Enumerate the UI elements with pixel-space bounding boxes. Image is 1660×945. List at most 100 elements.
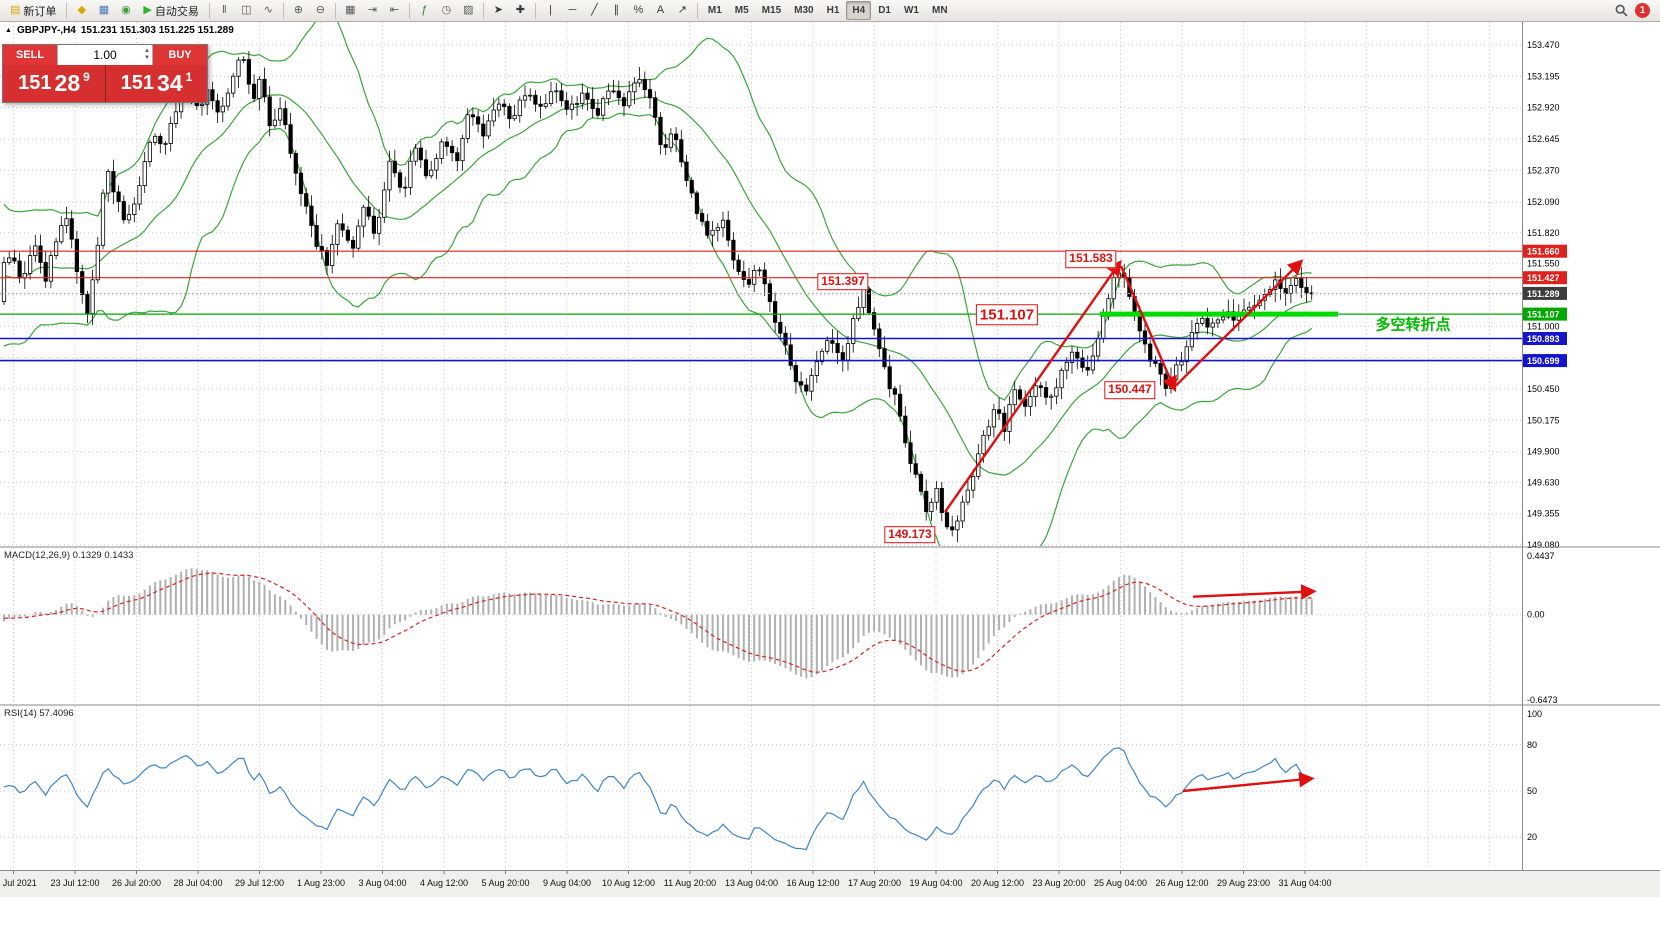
time-tick-label: 31 Aug 04:00 (1278, 878, 1331, 888)
zoom-in-icon[interactable]: ⊕ (288, 1, 309, 21)
macd-arrow (1192, 584, 1317, 600)
buy-button[interactable]: BUY (153, 45, 207, 65)
timeframe-m1[interactable]: M1 (707, 5, 722, 16)
horizontal-line-icon[interactable]: ─ (562, 1, 583, 21)
chart-window-icon[interactable]: ▦ (93, 1, 114, 21)
price-annotation-box[interactable]: 150.447 (1104, 381, 1156, 399)
panel-borders (0, 22, 1660, 871)
autotrading-glyph: ▶ (143, 4, 152, 16)
main-panel (1, 22, 1314, 546)
volume-input[interactable]: 1.00 ▲ ▼ (57, 45, 153, 65)
timeframe-h4[interactable]: H4 (846, 1, 872, 20)
macd-panel (3, 568, 1313, 679)
timeframe-m15[interactable]: M15 (761, 5, 782, 16)
time-tick-label: 10 Aug 12:00 (602, 878, 655, 888)
time-tick-label: 17 Aug 20:00 (848, 878, 901, 888)
price-annotation-box[interactable]: 151.107 (975, 304, 1039, 326)
price-marker-box (1523, 307, 1567, 321)
price-scale-markers: 151.660 151.427 151.289 151.107 150.893 150.6… (1523, 244, 1567, 368)
price-marker-label: 151.107 (1527, 310, 1560, 320)
toolbar-separator (282, 2, 284, 19)
chart-window-icon-glyph: ▦ (98, 4, 110, 16)
crosshair-icon[interactable]: ✚ (510, 1, 531, 21)
bar-chart-icon-glyph: ‖ (222, 4, 227, 16)
toolbar-separator (66, 2, 68, 19)
price-tick-label: 152.090 (1527, 197, 1560, 207)
macd-signal-line (3, 572, 1312, 673)
fibonacci-icon[interactable]: % (628, 1, 649, 21)
macd-tick-label: 0.00 (1527, 610, 1545, 620)
channel-icon-glyph: ∥ (613, 4, 620, 16)
time-tick-label: 22 Jul 2021 (0, 878, 37, 888)
indicators-icon[interactable]: ƒ (414, 1, 435, 21)
rsi-tick-label: 20 (1527, 832, 1537, 842)
zoom-out-icon[interactable]: ⊖ (310, 1, 331, 21)
timeframe-w1[interactable]: W1 (903, 5, 919, 16)
price-marker-label: 151.660 (1527, 247, 1560, 257)
autotrading-button[interactable]: ▶ 自动交易 (137, 1, 204, 21)
text-icon[interactable]: A (650, 1, 671, 21)
search-icon[interactable] (1611, 1, 1632, 21)
sell-price-prefix: 151 (18, 72, 52, 94)
timeframe-m30[interactable]: M30 (794, 5, 814, 16)
timeframe-h1[interactable]: H1 (826, 5, 840, 16)
tile-windows-icon[interactable]: ▦ (340, 1, 361, 21)
timeframe-mn[interactable]: MN (931, 5, 948, 16)
bollinger-upper (3, 22, 1312, 401)
notification-badge[interactable]: 1 (1635, 3, 1650, 18)
spinner-down-icon[interactable]: ▼ (144, 55, 150, 61)
line-chart-icon[interactable]: ∿ (258, 1, 279, 21)
price-annotation-box[interactable]: 149.173 (884, 525, 936, 544)
one-click-trading-panel: SELL 1.00 ▲ ▼ BUY 151 28 9 151 34 1 (2, 44, 208, 103)
volume-spinner[interactable]: ▲ ▼ (144, 45, 150, 65)
fibonacci-icon-glyph: % (633, 4, 644, 16)
candlestick-chart-icon[interactable]: ◫ (236, 1, 257, 21)
new-order-button[interactable]: ▤ 新订单 (4, 1, 62, 21)
macd-tick-label: 0.4437 (1527, 551, 1555, 561)
trend-arrow (1175, 259, 1304, 387)
time-tick-label: 26 Jul 20:00 (112, 878, 161, 888)
spinner-up-icon[interactable]: ▲ (144, 48, 150, 54)
vertical-line-icon[interactable]: | (540, 1, 561, 21)
arrows-icon[interactable]: ↗ (672, 1, 693, 21)
zoom-in-icon-glyph: ⊕ (293, 4, 303, 16)
chart-ohlc: 151.231 151.303 151.225 151.289 (80, 25, 234, 36)
order-window-icon[interactable]: ◆ (71, 1, 92, 21)
channel-icon[interactable]: ∥ (606, 1, 627, 21)
cursor-icon[interactable]: ➤ (488, 1, 509, 21)
chart-text-label[interactable]: 多空转折点 (1375, 316, 1451, 334)
price-marker-label: 151.289 (1527, 289, 1560, 299)
chart-background[interactable] (0, 22, 1660, 945)
time-tick-label: 16 Aug 12:00 (786, 878, 839, 888)
buy-price-button[interactable]: 151 34 1 (105, 65, 207, 102)
bar-chart-icon[interactable]: ‖ (214, 1, 235, 21)
periods-icon[interactable]: ◷ (436, 1, 457, 21)
toolbar-separator (482, 2, 484, 19)
buy-price-pip: 1 (185, 70, 193, 84)
timeframe-d1[interactable]: D1 (878, 5, 891, 16)
timeframe-m5[interactable]: M5 (734, 5, 749, 16)
price-annotation-box[interactable]: 151.583 (1065, 250, 1117, 268)
trendline-icon[interactable]: ╱ (584, 1, 605, 21)
price-marker-box (1523, 332, 1567, 345)
trend-arrow (944, 259, 1122, 513)
trend-arrows[interactable] (944, 259, 1317, 793)
sell-button[interactable]: SELL (3, 45, 57, 65)
auto-scroll-icon[interactable]: ⇥ (362, 1, 383, 21)
arrows-icon-glyph: ↗ (677, 4, 687, 16)
autotrading-button-label: 自动交易 (154, 5, 199, 18)
time-tick-label: 4 Aug 12:00 (420, 878, 468, 888)
refresh-icon[interactable]: ◉ (115, 1, 136, 21)
price-annotation-box[interactable]: 151.397 (817, 273, 869, 291)
order-window-icon-glyph: ◆ (77, 4, 87, 16)
templates-icon[interactable]: ▨ (458, 1, 479, 21)
sell-price-button[interactable]: 151 28 9 (3, 65, 105, 102)
chart-shift-icon[interactable]: ⇤ (384, 1, 405, 21)
time-tick-label: 1 Aug 23:00 (297, 878, 345, 888)
price-marker-box (1523, 354, 1567, 368)
price-marker-box (1523, 244, 1567, 258)
new-order-button-label: 新订单 (23, 5, 57, 18)
price-tick-label: 149.355 (1527, 509, 1560, 519)
